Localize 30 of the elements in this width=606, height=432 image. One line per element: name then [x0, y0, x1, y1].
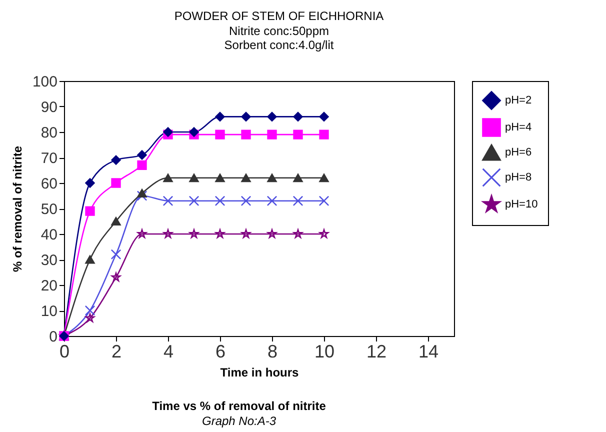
y-tick-label: 50	[40, 201, 58, 218]
x-axis-title: Time in hours	[220, 366, 300, 380]
y-tick-label: 20	[40, 278, 58, 294]
legend-label: pH=8	[505, 172, 532, 184]
y-tick-label: 70	[40, 150, 58, 167]
x-tick-label: 10	[314, 342, 335, 362]
legend-label: pH=4	[505, 122, 532, 134]
chart-subtitle: Nitrite conc:50ppm Sorbent conc:4.0g/lit	[224, 24, 334, 52]
x-tick-label: 14	[418, 342, 439, 362]
y-tick-label: 80	[40, 124, 58, 142]
legend-label: pH=6	[505, 146, 532, 158]
x-tick-label: 6	[215, 342, 226, 362]
y-tick-label: 100	[32, 74, 58, 90]
text: Graph No:A-3	[202, 414, 276, 428]
legend-label: pH=2	[505, 94, 532, 106]
y-tick-label: 10	[40, 303, 58, 320]
legend-label: pH=10	[505, 198, 538, 210]
x-tick-label: 12	[366, 342, 387, 362]
x-tick-label: 8	[267, 342, 278, 362]
chart-title: POWDER OF STEM OF EICHHORNIA	[174, 9, 384, 23]
y-tick-label: 30	[40, 252, 58, 269]
x-tick-label: 4	[163, 342, 174, 362]
y-tick-label: 90	[40, 99, 58, 116]
y-tick-label: 0	[49, 328, 58, 346]
x-tick-label: 0	[59, 342, 70, 362]
y-tick-label: 40	[40, 226, 58, 244]
y-axis-title: % of removal of nitrite	[10, 146, 24, 272]
y-tick-label: 60	[40, 176, 58, 192]
text: Time vs % of removal of nitrite	[152, 399, 326, 413]
x-tick-label: 2	[111, 342, 122, 362]
